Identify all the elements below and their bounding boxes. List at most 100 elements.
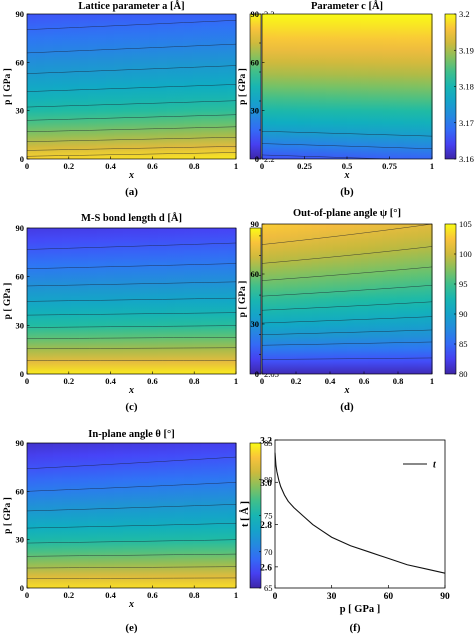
heatmap-cell: [396, 224, 405, 374]
heatmap-cell: [297, 224, 306, 374]
heatmap-cell: [368, 224, 376, 374]
heatmap-cell: [175, 228, 185, 374]
x-tick-label: 0.75: [382, 161, 397, 171]
y-tick-label: 2.8: [260, 521, 272, 531]
y-tick-label: 60: [16, 272, 25, 282]
plot-frame: [26, 442, 237, 589]
x-tick-label: 0: [273, 592, 278, 602]
contour-line: [261, 357, 433, 360]
heatmap-cell: [27, 14, 37, 159]
heatmap-cell: [166, 228, 176, 374]
contour-line: [26, 242, 237, 250]
panel-label: (a): [125, 186, 138, 198]
colorbar-tick-label: 80: [459, 369, 468, 379]
contour-line: [26, 126, 237, 133]
heatmap-cell: [276, 224, 284, 374]
x-tick-label: 0.4: [105, 590, 116, 600]
contour-line: [261, 341, 433, 346]
chart-5: 65 70 75 80 85 0 0.2 0.4 0.6 0.8 1 0 30 60 90 In-plane …: [3, 429, 273, 634]
heatmap-cell: [27, 443, 37, 588]
x-tick-label: 0.4: [105, 161, 116, 171]
y-tick-label: 2.6: [260, 563, 272, 573]
heatmap-cell: [347, 14, 355, 159]
x-axis-label: x: [128, 385, 134, 396]
heatmap-cell: [290, 224, 299, 374]
x-tick-label: 0.8: [189, 161, 200, 171]
y-tick-label: 60: [16, 486, 25, 496]
x-tick-label: 0: [260, 376, 264, 386]
x-axis-label: x: [128, 599, 134, 610]
x-tick-label: 0.6: [359, 376, 370, 386]
heatmap-cell: [105, 228, 115, 374]
contour-line: [26, 84, 237, 92]
x-tick-label: 0.8: [393, 376, 404, 386]
heatmap-cell: [354, 14, 362, 159]
heatmap-cell: [332, 14, 341, 159]
heatmap-cell: [304, 224, 313, 374]
contour-line: [261, 316, 433, 324]
heatmap-cell: [382, 224, 391, 374]
heatmap-cell: [269, 14, 277, 159]
x-tick-label: 60: [384, 592, 394, 602]
contour-line: [26, 312, 237, 316]
heatmap-cell: [332, 224, 341, 374]
colorbar: [444, 223, 457, 375]
contour-line: [261, 285, 433, 297]
heatmap-cell: [382, 14, 391, 159]
heatmap-cell: [140, 443, 150, 588]
heatmap-cell: [417, 224, 426, 374]
contour-line: [26, 482, 237, 492]
y-tick-label: 30: [16, 106, 25, 116]
heatmap-cell: [410, 14, 419, 159]
panel-label: (b): [340, 186, 354, 198]
heatmap-cell: [201, 14, 211, 159]
plot-frame: [274, 439, 446, 589]
y-tick-label: 0: [255, 154, 259, 164]
y-tick-label: 0: [20, 369, 24, 379]
plot-frame: [261, 223, 433, 375]
heatmap-cell: [227, 443, 237, 588]
heatmap-cell: [424, 224, 433, 374]
x-tick-label: 1: [430, 161, 434, 171]
heatmap-cell: [368, 14, 376, 159]
contour-line: [26, 577, 237, 579]
colorbar-tick-label: 70: [264, 547, 273, 557]
heatmap-cell: [218, 228, 228, 374]
plot-title: Lattice parameter a [Å]: [78, 0, 184, 12]
heatmap-cell: [209, 14, 220, 159]
contour-line: [26, 152, 237, 157]
heatmap-cell: [131, 443, 141, 588]
colorbar-tick-label: 3.16: [459, 154, 474, 164]
contour-line: [261, 266, 433, 281]
x-tick-label: 0.2: [63, 161, 74, 171]
y-tick-label: 90: [16, 9, 25, 19]
heatmap-cell: [96, 228, 106, 374]
heatmap-cell: [183, 14, 194, 159]
heatmap-cell: [290, 14, 299, 159]
heatmap-cell: [424, 14, 433, 159]
x-tick-label: 1: [234, 376, 238, 386]
heatmap-cell: [35, 14, 46, 159]
chart-2: 3.16 3.17 3.18 3.19 3.2 0 0.25 0.5 0.75 1 0 30 60 90 P…: [238, 0, 474, 198]
heatmap-cell: [318, 14, 327, 159]
panel-label: (d): [340, 401, 354, 413]
y-axis-label: t [ Å ]: [239, 501, 251, 527]
y-tick-label: 90: [16, 438, 25, 448]
y-tick-label: 30: [251, 319, 260, 329]
x-tick-label: 0: [260, 161, 264, 171]
chart-3: 2.052.12.152.22.252.32.352.400.20.40.60.…: [3, 212, 279, 413]
contour-line: [26, 539, 237, 544]
x-tick-label: 0.5: [342, 161, 353, 171]
heatmap-cell: [403, 14, 412, 159]
x-axis-label: p [ GPa ]: [340, 604, 381, 615]
heatmap-cell: [375, 14, 384, 159]
colorbar-tick-label: 80: [264, 474, 273, 484]
y-axis-label: p [ GPa ]: [238, 281, 248, 318]
heatmap-cell: [79, 443, 89, 588]
colorbar-tick-label: 3.17: [459, 118, 474, 128]
y-axis-label: p [ GPa ]: [3, 68, 13, 105]
heatmap-cell: [44, 443, 54, 588]
heatmap-cell: [122, 14, 133, 159]
contour-line: [26, 20, 237, 30]
heatmap-cell: [347, 224, 355, 374]
